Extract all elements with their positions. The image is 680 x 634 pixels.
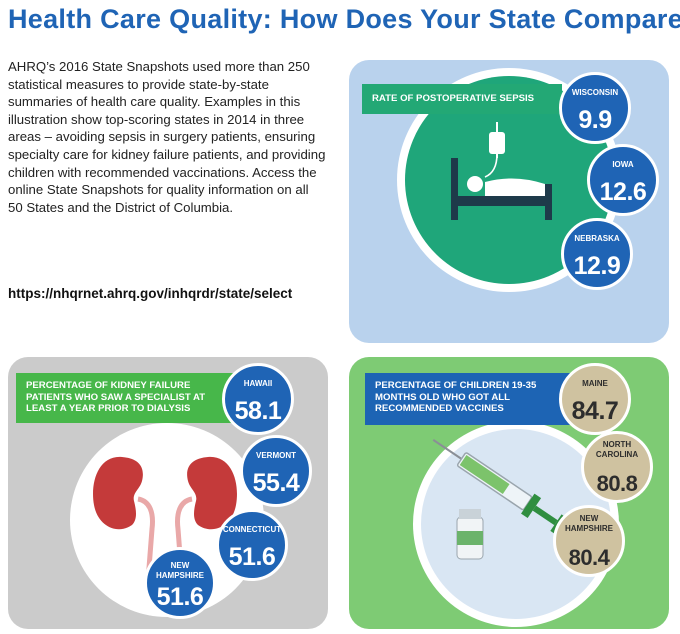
state-value: 58.1 [234, 397, 282, 425]
state-value: 80.8 [596, 471, 638, 496]
state-name: Hawaii [243, 379, 273, 388]
state-name: Nebraska [574, 234, 620, 243]
vaccine-badge-north-carolina: North Carolina 80.8 [581, 431, 653, 503]
state-value: 12.6 [599, 178, 647, 206]
vaccine-badge-new-hampshire: New Hampshire 80.4 [553, 505, 625, 577]
state-name: New Hampshire [564, 514, 613, 533]
hospital-bed-icon [451, 122, 552, 220]
kidney-badge-connecticut: Connecticut 51.6 [216, 509, 288, 581]
state-name: Wisconsin [571, 88, 619, 97]
kidney-badge-hawaii: Hawaii 58.1 [222, 363, 294, 435]
state-name: Connecticut [222, 525, 282, 534]
syringe-icon [432, 439, 567, 560]
page-title: Health Care Quality: How Does Your State… [8, 4, 680, 34]
intro-paragraph: AHRQ’s 2016 State Snapshots used more th… [8, 59, 326, 215]
state-value: 84.7 [571, 397, 619, 425]
state-value: 55.4 [252, 469, 300, 497]
state-name: Vermont [256, 451, 296, 460]
state-name: North Carolina [595, 440, 639, 459]
state-value: 9.9 [578, 106, 612, 134]
state-name: New Hampshire [155, 561, 204, 580]
kidney-label: Percentage of Kidney Failure Patients Wh… [16, 373, 238, 423]
sepsis-label: Rate of Postoperative Sepsis [362, 84, 562, 114]
sepsis-panel: Rate of Postoperative Sepsis Wisconsin 9… [349, 60, 669, 343]
kidney-panel: Percentage of Kidney Failure Patients Wh… [8, 357, 328, 629]
state-name: Iowa [612, 160, 634, 169]
vaccine-panel: Percentage of Children 19-35 Months Old … [349, 357, 669, 629]
kidney-badge-vermont: Vermont 55.4 [240, 435, 312, 507]
kidneys-icon [93, 456, 237, 582]
kidney-badge-new-hampshire: New Hampshire 51.6 [144, 547, 216, 619]
state-value: 80.4 [568, 545, 610, 570]
state-value: 51.6 [228, 543, 276, 571]
vaccine-label: Percentage of Children 19-35 Months Old … [365, 373, 581, 425]
state-snapshots-link[interactable]: https://nhqrnet.ahrq.gov/inhqrdr/state/s… [8, 286, 293, 301]
sepsis-badge-iowa: Iowa 12.6 [587, 144, 659, 216]
sepsis-badge-nebraska: Nebraska 12.9 [561, 218, 633, 290]
state-name: Maine [582, 379, 608, 388]
vaccine-badge-maine: Maine 84.7 [559, 363, 631, 435]
state-value: 51.6 [156, 583, 204, 611]
sepsis-badge-wisconsin: Wisconsin 9.9 [559, 72, 631, 144]
state-value: 12.9 [573, 252, 621, 280]
